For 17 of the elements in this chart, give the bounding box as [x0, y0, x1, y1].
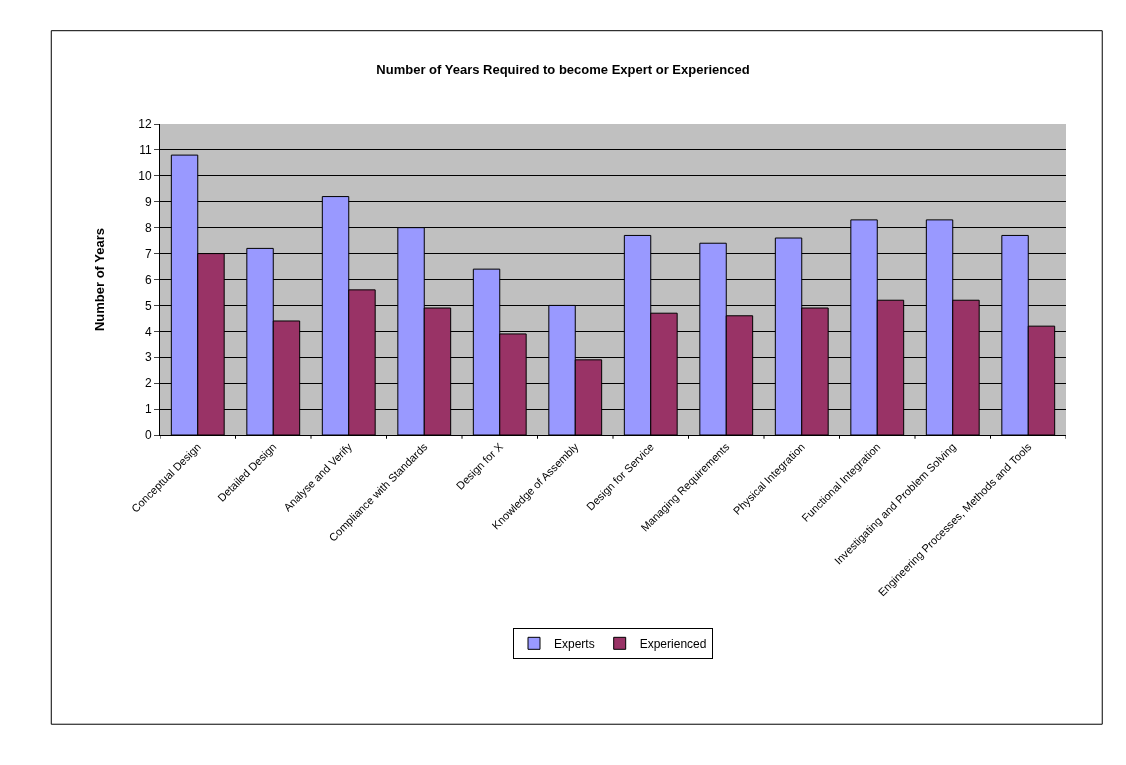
y-tick-label: 12 [138, 117, 152, 132]
legend-label: Experienced [639, 637, 707, 651]
y-tick-label: 8 [144, 220, 152, 235]
y-axis-title: Number of Years [92, 227, 108, 332]
chart-title: Number of Years Required to become Expert or Experienced [376, 62, 750, 78]
y-tick-label: 3 [144, 350, 152, 365]
y-tick-label: 11 [139, 143, 152, 158]
y-tick-label: 7 [144, 246, 152, 261]
y-tick-label: 10 [138, 169, 152, 184]
legend-label: Experts [554, 637, 595, 651]
y-tick-label: 2 [144, 376, 152, 391]
y-tick-label: 0 [144, 428, 152, 443]
y-tick-label: 6 [144, 272, 152, 287]
y-tick-label: 5 [144, 298, 152, 313]
y-tick-label: 9 [144, 194, 152, 209]
y-tick-label: 1 [144, 402, 152, 417]
y-tick-label: 4 [144, 324, 152, 339]
